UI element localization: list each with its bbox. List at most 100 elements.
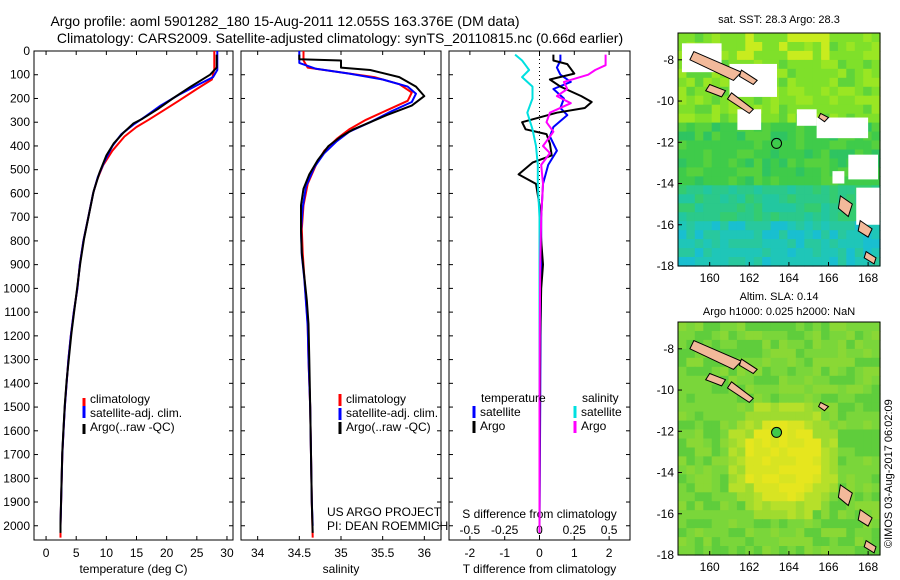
map-cell (779, 393, 788, 404)
map-cell (821, 438, 831, 449)
x-tick-label: 0 (43, 546, 50, 560)
map-cell (846, 86, 856, 97)
map-cell (686, 339, 696, 350)
map-cell (703, 194, 713, 204)
legend2-sat-label: satellite-adj. clim. (346, 406, 438, 420)
map-cell (812, 42, 822, 52)
map-cell (728, 140, 738, 151)
map-cell (753, 474, 763, 484)
map-cell (703, 537, 713, 547)
map-cell (762, 438, 772, 449)
map-cell (703, 257, 713, 267)
map-cell (837, 339, 847, 350)
map-cell (854, 357, 864, 368)
map-cell (720, 176, 730, 186)
legend-sat-label: satellite-adj. clim. (90, 406, 182, 420)
map-cell (837, 33, 847, 43)
map-cell (804, 140, 814, 151)
map-cell (753, 429, 763, 440)
map-x-tick-label: 160 (700, 271, 720, 285)
map-cell (812, 528, 822, 538)
map-cell (678, 447, 687, 458)
map-cell (846, 375, 856, 386)
map-cell (694, 322, 704, 332)
map-cell (795, 194, 805, 204)
map-cell (745, 528, 755, 538)
map-cell (762, 95, 772, 106)
legend-clim-label: climatology (90, 392, 150, 406)
map-cell (711, 185, 721, 195)
map-cell (871, 86, 881, 97)
map-cell (753, 140, 763, 151)
map-cell (795, 429, 805, 440)
map-cell (846, 456, 856, 466)
map-cell (779, 140, 788, 151)
map-cell (795, 537, 805, 547)
map-cell (678, 230, 687, 240)
map-cell (871, 474, 881, 484)
map-cell (736, 203, 746, 213)
map-cell (678, 519, 687, 529)
map-cell (703, 212, 713, 222)
map-cell (795, 257, 805, 267)
map-cell (736, 375, 746, 386)
map-y-tick-label: -18 (657, 259, 675, 273)
map-cell (854, 546, 864, 556)
map-cell (753, 393, 763, 404)
map-cell (720, 411, 730, 422)
map-cell (846, 366, 856, 377)
map-cell (770, 185, 780, 195)
map-cell (804, 411, 814, 422)
series-line-argo-raw-qc- (298, 54, 426, 533)
map-cell (821, 537, 831, 547)
y-tick-label: 200 (10, 91, 30, 105)
map-cell (863, 176, 873, 186)
map-cell (703, 393, 713, 404)
map-cell (762, 131, 772, 142)
map-cell (795, 474, 805, 484)
map-cell (863, 456, 873, 466)
map-cell (703, 149, 713, 160)
map-cell (846, 519, 856, 529)
map-cell (863, 384, 873, 395)
map-cell (837, 384, 847, 395)
y-tick-label: 1700 (3, 448, 30, 462)
map-cell (770, 375, 780, 386)
imos-watermark: ©IMOS 03-Aug-2017 06:02:09 (883, 399, 895, 548)
map-cell (753, 456, 763, 466)
map-cell (728, 131, 738, 142)
map-cell (694, 257, 704, 267)
map-cell (854, 348, 864, 359)
map-cell (770, 149, 780, 160)
map-cell (703, 140, 713, 151)
map-cell (694, 537, 704, 547)
map-cell (787, 203, 797, 213)
map-cell (837, 95, 847, 106)
map-cell (837, 465, 847, 475)
map-cell (854, 528, 864, 538)
map-cell (686, 322, 696, 332)
island-shape (689, 50, 743, 82)
map-cell (863, 95, 873, 106)
map-cell (787, 510, 797, 520)
map-cell (846, 348, 856, 359)
map-cell (728, 248, 738, 258)
map-cell (854, 50, 864, 61)
map-cell (745, 510, 755, 520)
map-cell (686, 357, 696, 368)
map-cell (871, 239, 881, 249)
map-cell (821, 77, 831, 88)
map-cell (703, 77, 713, 88)
map-cell (694, 366, 704, 377)
map-cell (753, 402, 763, 413)
map-cell (720, 429, 730, 440)
map-cell (829, 68, 839, 79)
map-cell (821, 519, 831, 529)
map-cell (821, 331, 831, 341)
map-cell (795, 519, 805, 529)
series-line-t-argo (517, 54, 593, 533)
map-cell (779, 501, 788, 511)
map-cell (753, 465, 763, 475)
map-cell (871, 366, 881, 377)
map-cell (728, 42, 738, 52)
